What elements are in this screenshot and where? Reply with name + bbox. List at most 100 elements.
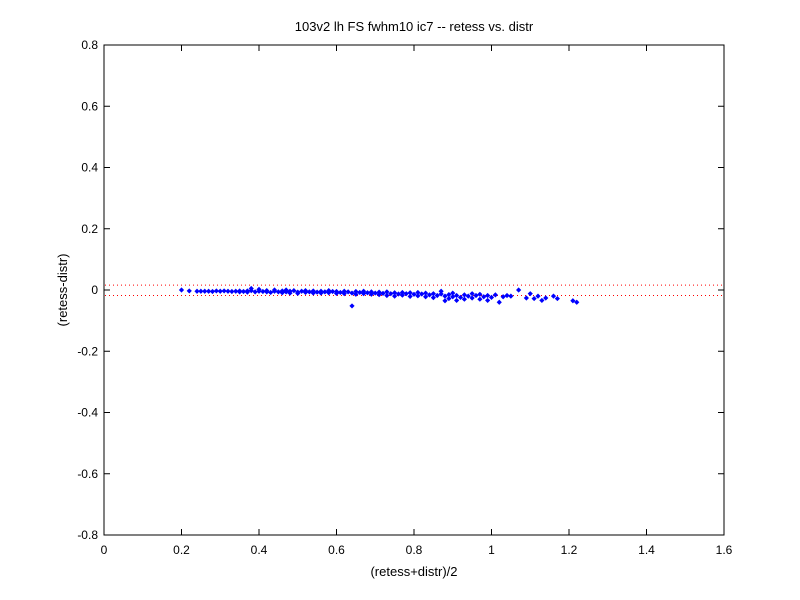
x-tick-label: 0.4 — [251, 543, 268, 557]
data-point — [430, 291, 436, 297]
data-point — [469, 295, 475, 301]
data-point — [469, 291, 475, 297]
data-point — [504, 292, 510, 299]
data-point — [322, 289, 328, 295]
y-tick-label: -0.6 — [77, 467, 98, 481]
data-point — [237, 289, 243, 295]
x-tick-label: 1.4 — [638, 543, 655, 557]
y-tick-label: 0.6 — [81, 99, 98, 113]
data-point — [252, 289, 258, 295]
data-point — [225, 288, 231, 294]
data-point — [349, 290, 355, 296]
data-point — [550, 293, 557, 299]
y-tick-label: 0.2 — [81, 222, 98, 236]
data-point — [485, 297, 491, 304]
data-point — [465, 293, 471, 299]
data-point — [442, 293, 448, 299]
data-point — [326, 290, 332, 296]
data-point — [496, 299, 502, 305]
data-point — [426, 292, 433, 298]
x-axis-ticks: 0 0.2 0.4 0.6 0.8 1 1.2 1.4 1.6 — [101, 45, 733, 557]
data-point — [430, 295, 436, 301]
data-point — [461, 292, 467, 298]
y-axis-ticks: -0.8 -0.6 -0.4 -0.2 0 0.2 0.4 0.6 0.8 — [77, 38, 724, 542]
data-point — [500, 294, 506, 300]
data-point — [438, 291, 444, 297]
data-point — [450, 290, 456, 296]
data-point — [361, 288, 367, 294]
data-point — [481, 294, 487, 300]
data-point — [395, 291, 402, 297]
x-tick-label: 0.8 — [406, 543, 423, 557]
data-point — [477, 291, 483, 297]
data-point — [368, 289, 374, 295]
data-point — [438, 288, 444, 294]
data-point — [473, 292, 479, 299]
data-point — [403, 291, 409, 297]
data-point — [392, 293, 398, 299]
data-point — [198, 288, 204, 294]
data-point — [384, 289, 390, 295]
data-point — [399, 289, 405, 296]
data-point — [229, 288, 235, 295]
data-point — [271, 287, 278, 293]
data-point — [407, 290, 413, 296]
data-point — [283, 289, 289, 295]
x-tick-label: 1.6 — [716, 543, 733, 557]
data-point — [260, 288, 266, 295]
y-tick-label: -0.2 — [77, 344, 98, 358]
data-point — [415, 293, 421, 299]
data-point — [454, 297, 460, 304]
data-point — [488, 294, 495, 300]
x-axis-label: (retess+distr)/2 — [370, 564, 457, 579]
data-point — [275, 289, 281, 295]
x-tick-label: 1.2 — [561, 543, 578, 557]
data-point — [240, 288, 247, 295]
data-point — [330, 288, 336, 295]
x-tick-label: 1 — [488, 543, 495, 557]
data-point — [341, 291, 347, 297]
data-point — [302, 288, 309, 294]
data-point — [419, 291, 425, 297]
data-point — [446, 295, 452, 302]
data-point — [554, 295, 560, 302]
data-point — [318, 290, 324, 296]
data-point — [485, 292, 491, 299]
data-point — [209, 288, 216, 295]
data-point — [279, 288, 285, 294]
data-point — [415, 289, 421, 296]
x-tick-label: 0.2 — [173, 543, 190, 557]
chart-title: 103v2 lh FS fwhm10 ic7 -- retess vs. dis… — [295, 19, 534, 34]
data-point — [217, 288, 223, 294]
data-point — [349, 303, 355, 309]
data-point — [314, 289, 320, 295]
data-point — [256, 286, 262, 292]
data-point — [264, 288, 270, 294]
data-point — [527, 291, 533, 297]
data-point — [186, 288, 192, 294]
data-point — [345, 289, 351, 295]
data-point — [450, 294, 456, 300]
data-point — [423, 290, 429, 296]
data-point — [574, 299, 580, 305]
data-point — [299, 288, 305, 294]
data-point — [508, 293, 514, 299]
data-point — [411, 291, 417, 297]
y-tick-label: -0.8 — [77, 528, 98, 542]
data-point — [194, 288, 200, 294]
data-point — [213, 288, 219, 294]
y-tick-label: 0 — [91, 283, 98, 297]
data-point — [372, 290, 378, 296]
data-point — [291, 288, 297, 294]
data-point — [523, 295, 529, 301]
data-point — [407, 293, 413, 300]
y-axis-label: (retess-distr) — [55, 254, 70, 327]
data-point — [306, 289, 312, 295]
data-point — [202, 288, 208, 294]
data-point — [388, 291, 394, 297]
data-point — [287, 288, 293, 294]
data-point — [492, 292, 498, 298]
y-tick-label: 0.8 — [81, 38, 98, 52]
data-point — [357, 289, 363, 296]
